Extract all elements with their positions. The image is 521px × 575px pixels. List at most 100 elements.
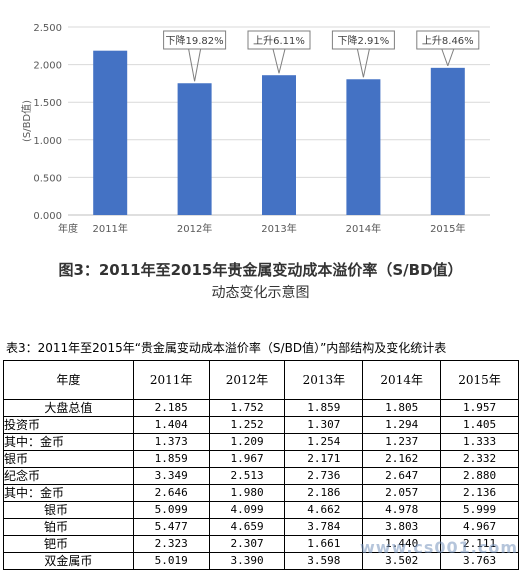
bar [262, 75, 296, 215]
table-cell: 2.646 [132, 484, 210, 502]
row-label: 纪念币 [3, 467, 134, 485]
table-cell: 1.859 [132, 450, 210, 468]
table-row: 银币 5.099 4.099 4.662 4.978 5.999 [3, 501, 519, 519]
annotation-label: 下降2.91% [338, 34, 390, 47]
table-cell: 2.185 [132, 399, 210, 417]
table-cell: 1.859 [284, 399, 364, 417]
table-cell: 2.513 [208, 467, 286, 485]
table-cell: 4.978 [362, 501, 442, 519]
table-cell: 1.957 [440, 399, 519, 417]
table-cell: 1.440 [362, 535, 442, 553]
table-cell: 2.323 [132, 535, 210, 553]
table-cell: 3.349 [132, 467, 210, 485]
bar [93, 50, 128, 215]
y-tick-label: 0.500 [33, 173, 62, 184]
table-cell: 5.477 [132, 518, 210, 536]
chart-caption-line2: 动态变化示意图 [211, 285, 310, 301]
watermark: www.cs001.com [360, 538, 519, 557]
annotation-leader [278, 48, 286, 74]
table-cell: 2.307 [208, 535, 286, 553]
bar [346, 79, 381, 215]
table-cell: 5.019 [132, 552, 210, 570]
table-cell: 1.661 [284, 535, 364, 553]
x-tick-label: 2014年 [346, 222, 381, 235]
row-label: 大盘总值 [3, 399, 134, 417]
table-cell: 3.784 [284, 518, 364, 536]
annotation-leader [194, 48, 202, 82]
table-title: 表3：2011年至2015年“贵金属变动成本溢价率（S/BD值）”内部结构及变化… [6, 341, 447, 355]
table-cell: 3.390 [208, 552, 286, 570]
y-axis-label: (S/BD值) [20, 100, 33, 142]
header-2013: 2013年 [284, 360, 364, 400]
table-cell: 1.805 [362, 399, 442, 417]
table-cell: 1.752 [208, 399, 286, 417]
table-cell: 3.598 [284, 552, 364, 570]
bar [177, 83, 212, 215]
y-tick-label: 1.000 [33, 136, 62, 147]
annotation-box [163, 30, 227, 50]
table-cell: 2.057 [362, 484, 442, 502]
table-cell: 1.294 [362, 416, 442, 434]
table-cell: 1.333 [440, 433, 519, 451]
table-cell: 4.099 [208, 501, 286, 519]
table-cell: 2.162 [362, 450, 442, 468]
table-cell: 2.111 [440, 535, 519, 553]
y-tick-label: 0.000 [33, 211, 62, 222]
x-axis-label: 年度 [58, 222, 78, 235]
row-label: 投资币 [3, 416, 134, 434]
x-tick-label: 2011年 [92, 222, 127, 235]
table-cell: 5.999 [440, 501, 519, 519]
table-cell: 1.404 [132, 416, 210, 434]
bar [430, 67, 465, 215]
table-cell: 1.373 [132, 433, 210, 451]
table-cell: 1.254 [284, 433, 364, 451]
x-tick-label: 2012年 [177, 222, 212, 235]
header-2014: 2014年 [362, 360, 442, 400]
row-label: 双金属币 [3, 552, 134, 570]
table-cell: 2.186 [284, 484, 364, 502]
table-cell: 2.136 [440, 484, 519, 502]
table-cell: 1.980 [208, 484, 286, 502]
table-row: 铂币 5.477 4.659 3.784 3.803 4.967 [3, 518, 519, 536]
table-cell: 2.171 [284, 450, 364, 468]
annotation-box [247, 30, 311, 50]
bar-chart: 0.000 0.500 1.000 1.500 2.000 2.500 (S/BD值) 年度 2… [20, 23, 490, 235]
chart-svg: 0.000 0.500 1.000 1.500 2.000 2.500 (S/BD值) 年度 2… [20, 23, 490, 235]
annotation-leader [447, 48, 455, 67]
table-row: 双金属币 5.019 3.390 3.598 3.502 3.763 [3, 552, 519, 570]
table-row: 其中：金币 2.646 1.980 2.186 2.057 2.136 [3, 484, 519, 502]
table-header-row: 年度 2011年 2012年 2013年 2014年 2015年 [3, 360, 519, 400]
annotation-box [416, 30, 480, 50]
table-cell: 2.332 [440, 450, 519, 468]
table-cell: 2.647 [362, 467, 442, 485]
table-cell: 4.967 [440, 518, 519, 536]
table-row: 其中：金币 1.373 1.209 1.254 1.237 1.333 [3, 433, 519, 451]
header-2011: 2011年 [132, 360, 210, 400]
annotation-box [331, 30, 395, 50]
table-cell: 1.209 [208, 433, 286, 451]
annotation-leader [272, 48, 280, 74]
row-label: 钯币 [3, 535, 134, 553]
table-cell: 2.880 [440, 467, 519, 485]
header-2015: 2015年 [440, 360, 519, 400]
annotation-leader [188, 48, 196, 82]
row-label: 银币 [3, 501, 134, 519]
table-row: 纪念币 3.349 2.513 2.736 2.647 2.880 [3, 467, 519, 485]
table-cell: 3.502 [362, 552, 442, 570]
annotation-leader [362, 48, 370, 78]
table-cell: 1.307 [284, 416, 364, 434]
y-tick-label: 1.500 [33, 98, 62, 109]
annotation-label: 下降19.82% [166, 34, 224, 47]
table-cell: 5.099 [132, 501, 210, 519]
table-cell: 1.252 [208, 416, 286, 434]
stats-table: 年度 2011年 2012年 2013年 2014年 2015年 大盘总值 2.1… [3, 360, 519, 570]
table-cell: 3.803 [362, 518, 442, 536]
row-label: 其中：金币 [3, 433, 134, 451]
table-cell: 3.763 [440, 552, 519, 570]
chart-caption-line1: 图3：2011年至2015年贵金属变动成本溢价率（S/BD值） [58, 261, 463, 279]
table-cell: 2.736 [284, 467, 364, 485]
y-tick-label: 2.000 [33, 61, 62, 72]
y-tick-label: 2.500 [33, 23, 62, 34]
x-tick-label: 2015年 [430, 222, 465, 235]
row-label: 其中：金币 [3, 484, 134, 502]
